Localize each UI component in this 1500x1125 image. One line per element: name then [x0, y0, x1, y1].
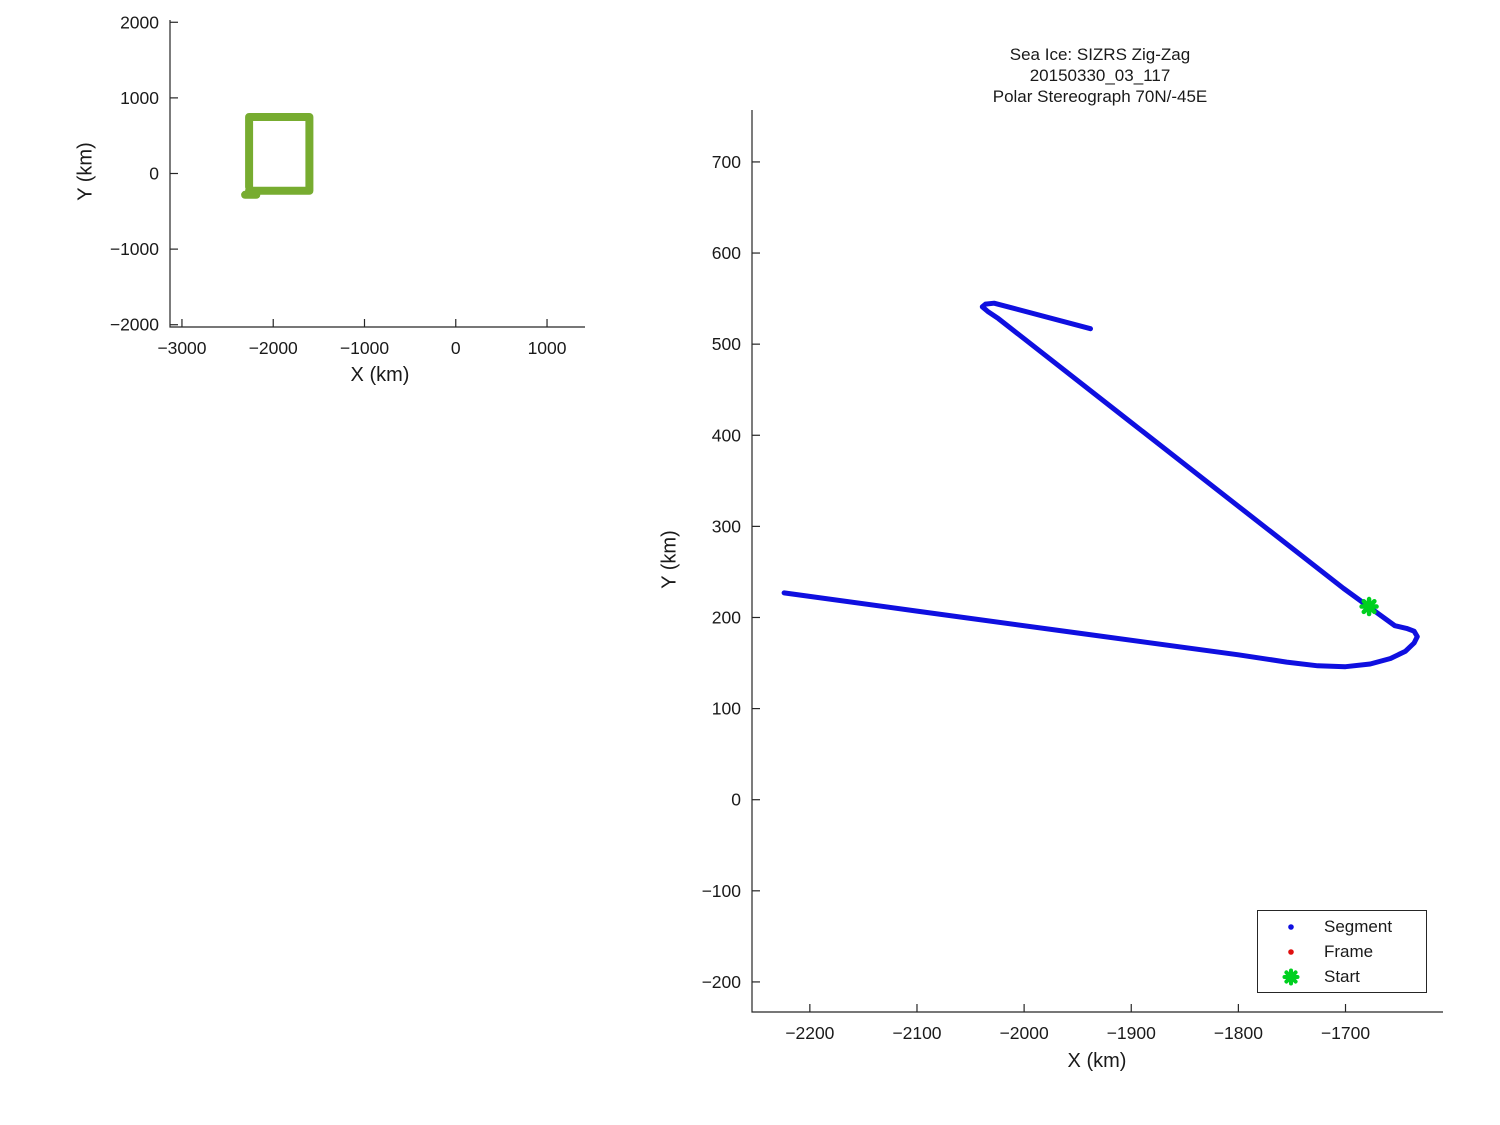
track-x-tick-label: −2200: [785, 1023, 834, 1043]
track-y-tick-label: 100: [712, 699, 741, 719]
segment-track-line: [781, 300, 1420, 670]
legend-row-segment: Segment: [1258, 914, 1426, 939]
track-y-tick-label: 400: [712, 425, 741, 445]
overview-x-tick-label: −3000: [157, 338, 206, 358]
track-x-tick-label: −1700: [1321, 1023, 1370, 1043]
start-marker-icon: [1282, 968, 1300, 985]
legend-label-segment: Segment: [1324, 916, 1393, 936]
asterisk-center: [1287, 973, 1295, 980]
frame-dot: [1288, 948, 1294, 955]
overview-y-tick-label: 0: [149, 164, 159, 184]
overview-axis-spines: [169, 20, 585, 328]
track-y-tick-label: 0: [731, 790, 741, 810]
track-y-tick-label: 300: [712, 516, 741, 536]
legend-row-start: Start: [1258, 964, 1426, 989]
track-x-tick-label: −2100: [892, 1023, 941, 1043]
track-y-tick-label: −200: [702, 972, 742, 992]
legend-marker-frame-dot-icon: [1258, 940, 1324, 964]
chart-title: Sea Ice: SIZRS Zig-Zag 20150330_03_117 P…: [850, 44, 1350, 107]
overview-x-axis-label: X (km): [350, 364, 410, 386]
overview-y-tick-label: 2000: [120, 12, 159, 32]
legend-row-frame: Frame: [1258, 939, 1426, 964]
track-y-tick-label: 500: [712, 334, 741, 354]
overview-y-tick-label: 1000: [120, 88, 159, 108]
segment-dot: [1288, 923, 1294, 930]
track-x-axis-label: X (km): [1067, 1050, 1127, 1072]
chart-title-line-1: Sea Ice: SIZRS Zig-Zag: [1009, 45, 1191, 64]
overview-x-tick-label: 0: [451, 338, 461, 358]
chart-title-line-2: 20150330_03_117: [1029, 66, 1171, 85]
track-y-tick-label: 200: [712, 607, 741, 627]
frame-marker-icon: [1288, 948, 1294, 955]
legend: Segment Frame Start: [1257, 910, 1427, 993]
segment-marker-icon: [1288, 923, 1294, 930]
track-y-tick-label: 600: [712, 243, 741, 263]
overview-y-tick-label: −1000: [110, 239, 159, 259]
track-x-tick-label: −1900: [1107, 1023, 1156, 1043]
overview-y-axis-label: Y (km): [74, 142, 97, 201]
track-y-tick-label: −100: [702, 881, 742, 901]
overview-plot: −3000 −2000 −1000 0 1000 −2000 −1000 0 1000 2000: [110, 12, 585, 358]
overview-x-tick-label: −1000: [340, 338, 389, 358]
legend-label-frame: Frame: [1324, 941, 1374, 961]
legend-marker-segment-dot-icon: [1258, 915, 1324, 939]
legend-marker-start-asterisk-icon: [1258, 965, 1324, 989]
track-x-tick-label: −1800: [1214, 1023, 1263, 1043]
overview-x-tick-label: 1000: [528, 338, 567, 358]
legend-label-start: Start: [1324, 966, 1360, 986]
track-y-tick-label: 700: [712, 152, 741, 172]
overview-x-tick-label: −2000: [249, 338, 298, 358]
zoom-extent-box-line: [245, 113, 314, 195]
track-plot: −2200 −2100 −2000 −1900 −1800 −1700 −200 −100 0 1…: [702, 110, 1443, 1043]
start-marker: [1359, 596, 1379, 617]
chart-title-line-3: Polar Stereograph 70N/-45E: [992, 87, 1208, 106]
track-axis-spines: [751, 110, 1443, 1013]
track-x-tick-label: −2000: [1000, 1023, 1049, 1043]
start-marker-center: [1365, 602, 1374, 611]
overview-y-tick-label: −2000: [110, 315, 159, 335]
track-y-axis-label: Y (km): [658, 530, 681, 589]
